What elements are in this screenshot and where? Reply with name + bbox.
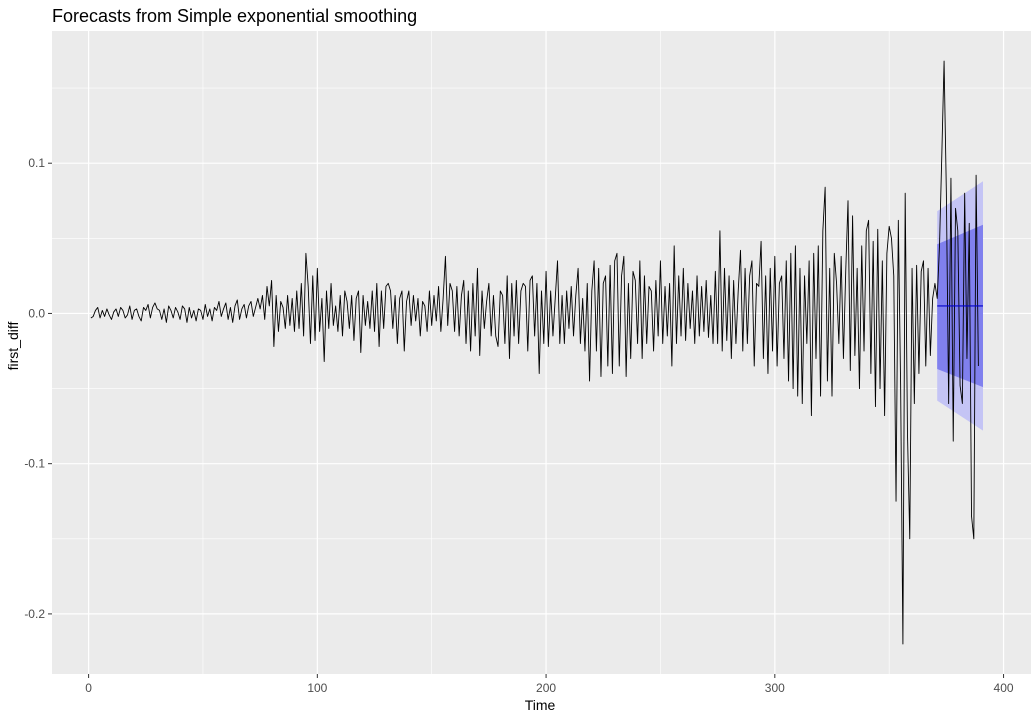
x-tick-label: 200 [536,681,556,695]
series-line [90,60,979,645]
major-gridlines [52,31,1031,674]
y-axis-ticks: -0.2 -0.1 0.0 0.1 [24,156,52,621]
x-tick-label: 0 [85,681,92,695]
y-tick-label: -0.1 [24,457,45,471]
y-tick-label: -0.2 [24,607,45,621]
x-tick-label: 300 [765,681,785,695]
x-axis-title: Time [525,697,556,713]
plot-panel [52,31,1031,674]
y-tick-label: 0.1 [28,156,45,170]
series-layer [90,60,979,645]
x-axis-ticks: 0 100 200 300 400 [85,674,1014,695]
x-tick-label: 400 [994,681,1014,695]
minor-gridlines [52,31,1031,674]
y-axis-title: first_diff [5,322,21,371]
x-tick-label: 100 [307,681,327,695]
y-tick-label: 0.0 [28,306,45,320]
chart-title: Forecasts from Simple exponential smooth… [52,6,417,26]
